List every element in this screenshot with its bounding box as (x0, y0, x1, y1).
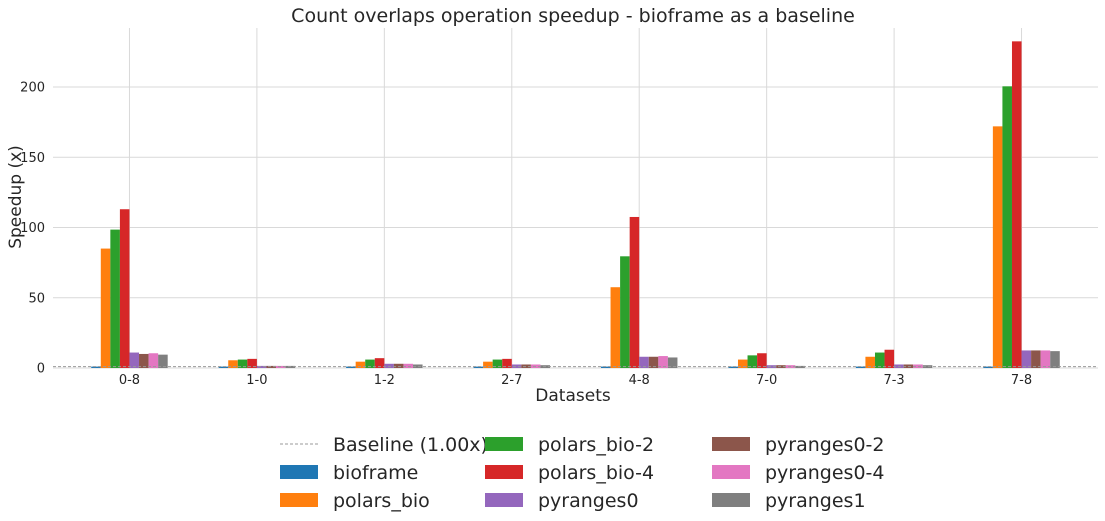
bar-pyranges0-2-1-2 (393, 363, 404, 368)
legend-swatch-polars_bio-2 (485, 437, 523, 451)
bar-pyranges0-2-1-0 (266, 365, 277, 368)
legend-swatch-polars_bio (280, 493, 318, 507)
x-tick-label: 2-7 (501, 373, 522, 388)
bar-pyranges0-4-1-2 (403, 363, 414, 368)
x-tick-label: 1-2 (374, 373, 395, 388)
bar-pyranges1-7-8 (1050, 351, 1060, 368)
bar-polars_bio-4-8 (610, 287, 621, 368)
bar-polars_bio-2-0-8 (110, 229, 120, 368)
x-tick-label: 7-0 (756, 373, 777, 388)
legend-swatch-pyranges0-4 (712, 465, 750, 479)
bar-polars_bio-0-8 (100, 248, 111, 368)
bar-pyranges0-2-7-8 (1031, 350, 1041, 368)
legend-label-pyranges0-2: pyranges0-2 (765, 434, 884, 456)
bar-polars_bio-2-1-2 (365, 359, 375, 368)
legend-swatch-pyranges1 (712, 493, 750, 507)
x-tick-label: 4-8 (629, 373, 650, 388)
bar-polars_bio-4-1-2 (374, 358, 385, 368)
legend-label-pyranges0: pyranges0 (538, 490, 639, 512)
bar-pyranges0-4-7-8 (1040, 350, 1051, 368)
bar-bioframe-1-2 (346, 366, 356, 368)
bar-pyranges0-4-0-8 (148, 353, 159, 368)
x-tick-label: 7-8 (1011, 373, 1032, 388)
bar-polars_bio-2-7-0 (747, 355, 758, 368)
legend: Baseline (1.00x) bioframe polars_bio polars… (280, 434, 884, 512)
y-tick-label: 150 (20, 151, 45, 166)
bar-polars_bio-2-7-3 (874, 352, 885, 368)
bar-pyranges1-7-3 (922, 365, 933, 368)
y-axis-label: Speedup (x) (6, 145, 26, 249)
legend-label-bioframe: bioframe (333, 462, 418, 484)
chart-title: Count overlaps operation speedup - biofr… (291, 5, 855, 27)
legend-label-pyranges1: pyranges1 (765, 490, 866, 512)
bar-pyranges0-7-8 (1021, 350, 1032, 368)
x-tick-label: 7-3 (883, 373, 904, 388)
y-tick-label: 100 (20, 221, 45, 236)
plot-background (53, 28, 1098, 368)
bar-pyranges1-0-8 (158, 354, 168, 368)
x-tick-label: 0-8 (119, 373, 140, 388)
bar-polars_bio-4-1-0 (247, 358, 257, 368)
bar-polars_bio-4-7-3 (884, 349, 895, 368)
bar-pyranges1-1-2 (413, 364, 423, 368)
bar-polars_bio-4-4-8 (629, 216, 640, 368)
legend-label-polars_bio-2: polars_bio-2 (538, 434, 654, 456)
bar-pyranges0-2-2-7 (521, 364, 531, 368)
bar-polars_bio-7-3 (865, 356, 875, 368)
bar-pyranges0-0-8 (129, 352, 140, 368)
bar-pyranges0-1-2 (384, 363, 394, 368)
bar-pyranges0-4-7-3 (913, 364, 923, 368)
bar-polars_bio-2-7 (483, 361, 493, 368)
bar-bioframe-1-0 (218, 366, 229, 368)
bar-bioframe-4-8 (600, 366, 611, 368)
y-tick-label: 0 (37, 362, 45, 377)
bar-pyranges0-2-7 (511, 364, 522, 368)
bar-polars_bio-2-4-8 (620, 256, 630, 368)
bar-bioframe-0-8 (91, 366, 101, 368)
legend-swatch-bioframe (280, 465, 318, 479)
bar-polars_bio-2-1-0 (237, 359, 248, 368)
bar-polars_bio-4-2-7 (502, 358, 512, 368)
bar-pyranges0-2-4-8 (648, 356, 659, 368)
legend-swatch-pyranges0 (485, 493, 523, 507)
bar-bioframe-7-8 (983, 366, 993, 368)
bar-polars_bio-1-2 (355, 361, 366, 368)
bar-pyranges1-4-8 (667, 357, 678, 368)
y-tick-label: 200 (20, 81, 45, 96)
y-tick-label: 50 (28, 291, 45, 306)
legend-swatch-polars_bio-4 (485, 465, 523, 479)
bar-polars_bio-4-7-0 (757, 353, 767, 368)
bar-pyranges0-1-0 (256, 365, 267, 368)
bar-polars_bio-2-2-7 (492, 359, 503, 368)
x-tick-label: 1-0 (246, 373, 267, 388)
plot-area: 0 50 100 150 200 0-8 1-0 1-2 2-7 4-8 7-0 7-3 7-8 (20, 28, 1098, 388)
bar-bioframe-7-0 (728, 366, 738, 368)
bar-polars_bio-1-0 (228, 360, 238, 368)
legend-swatch-pyranges0-2 (712, 437, 750, 451)
bar-polars_bio-7-8 (992, 126, 1003, 368)
bar-polars_bio-7-0 (737, 359, 748, 368)
bar-pyranges0-4-4-8 (658, 356, 668, 368)
legend-label-pyranges0-4: pyranges0-4 (765, 462, 884, 484)
bar-pyranges0-4-8 (639, 356, 649, 368)
bar-bioframe-7-3 (855, 366, 866, 368)
bar-bioframe-2-7 (473, 366, 484, 368)
bar-pyranges0-2-0-8 (139, 353, 149, 368)
bar-pyranges0-7-0 (766, 365, 777, 368)
bar-polars_bio-4-7-8 (1011, 41, 1022, 368)
legend-label-Baseline (1.00x): Baseline (1.00x) (333, 434, 488, 456)
bar-polars_bio-2-7-8 (1002, 86, 1012, 368)
legend-label-polars_bio: polars_bio (333, 490, 430, 512)
bar-polars_bio-4-0-8 (119, 209, 130, 368)
legend-label-polars_bio-4: polars_bio-4 (538, 462, 654, 484)
x-axis-label: Datasets (535, 386, 611, 406)
